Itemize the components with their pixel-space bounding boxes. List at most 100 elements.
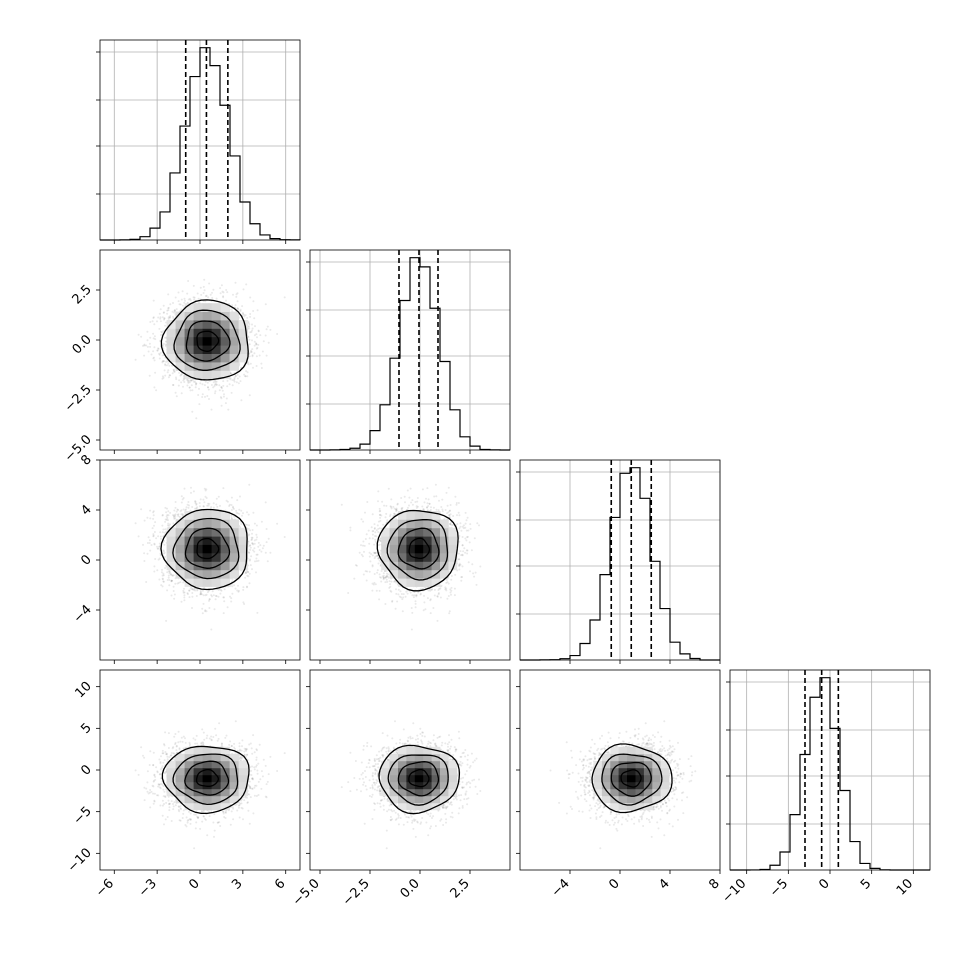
- scatter-point: [190, 379, 193, 382]
- scatter-point: [187, 280, 190, 282]
- scatter-point: [160, 537, 162, 540]
- scatter-point: [210, 594, 213, 597]
- scatter-point: [225, 289, 228, 291]
- scatter-point: [196, 589, 199, 592]
- scatter-point: [146, 339, 149, 342]
- scatter-point: [151, 320, 154, 323]
- scatter-point: [149, 517, 152, 520]
- scatter-point: [241, 311, 244, 314]
- scatter-point: [255, 343, 258, 346]
- scatter-point: [220, 284, 223, 287]
- scatter-point: [257, 545, 260, 548]
- scatter-point: [221, 290, 224, 293]
- scatter-point: [219, 292, 222, 295]
- scatter-point: [194, 589, 197, 592]
- scatter-point: [220, 404, 223, 407]
- scatter-point: [214, 598, 217, 601]
- scatter-point: [183, 381, 186, 383]
- scatter-point: [163, 311, 165, 314]
- scatter-point: [234, 374, 237, 377]
- scatter-point: [238, 375, 241, 378]
- scatter-point: [248, 323, 251, 326]
- scatter-point: [248, 551, 251, 554]
- scatter-point: [148, 542, 151, 544]
- scatter-point: [231, 384, 234, 387]
- scatter-point: [236, 377, 239, 380]
- scatter-point: [173, 597, 176, 600]
- scatter-point: [158, 357, 161, 360]
- scatter-point: [251, 323, 253, 326]
- scatter-point: [173, 309, 176, 311]
- scatter-point: [252, 366, 254, 369]
- scatter-point: [163, 360, 165, 363]
- contour-0-1-2: [173, 309, 241, 371]
- density-cell: [220, 336, 230, 346]
- scatter-point: [182, 379, 185, 382]
- scatter-point: [195, 508, 198, 511]
- scatter-point: [152, 533, 155, 536]
- scatter-point: [207, 388, 210, 391]
- scatter-point: [191, 389, 194, 392]
- scatter-point: [262, 340, 265, 343]
- scatter-point: [199, 590, 202, 593]
- scatter-point: [180, 373, 183, 376]
- scatter-point: [203, 289, 206, 292]
- scatter-point: [255, 560, 258, 563]
- scatter-point: [174, 515, 177, 518]
- scatter-point: [191, 607, 193, 609]
- scatter-point: [189, 299, 192, 302]
- scatter-point: [233, 376, 236, 379]
- scatter-point: [215, 595, 218, 598]
- scatter-point: [202, 292, 205, 294]
- density-cell: [211, 336, 221, 346]
- scatter-point: [250, 350, 253, 353]
- scatter-point: [161, 361, 164, 364]
- scatter-point: [209, 293, 212, 296]
- scatter-point: [230, 496, 233, 499]
- density-cell: [184, 303, 194, 312]
- scatter-point: [148, 374, 151, 377]
- scatter-point: [179, 303, 182, 306]
- scatter-point: [236, 300, 239, 303]
- hist-frame-3: [729, 669, 931, 871]
- scatter-point: [161, 354, 164, 357]
- scatter-point: [164, 363, 167, 366]
- scatter-point: [168, 584, 171, 587]
- scatter-point: [180, 509, 183, 512]
- scatter-point: [203, 384, 206, 387]
- density-cell: [238, 345, 248, 354]
- density-cell: [193, 336, 203, 346]
- scatter-point: [155, 389, 158, 392]
- scatter-point: [222, 296, 225, 299]
- scatter-point: [152, 357, 155, 360]
- scatter-point: [255, 365, 258, 367]
- scatter-point: [225, 299, 227, 302]
- scatter-point: [190, 384, 193, 387]
- scatter-point: [149, 321, 152, 323]
- scatter-point: [161, 316, 164, 319]
- scatter-point: [159, 320, 162, 323]
- scatter-point: [170, 594, 173, 597]
- scatter-point: [252, 511, 255, 514]
- scatter-point: [224, 402, 227, 405]
- scatter-point: [200, 593, 203, 596]
- scatter-point: [175, 376, 177, 379]
- scatter-point: [195, 382, 198, 385]
- scatter-point: [202, 602, 205, 605]
- scatter-point: [187, 380, 190, 383]
- scatter-point: [239, 308, 242, 311]
- scatter-point: [203, 487, 206, 490]
- scatter-point: [181, 498, 184, 501]
- scatter-point: [230, 597, 233, 600]
- scatter-point: [164, 324, 167, 327]
- scatter-point: [161, 331, 163, 334]
- scatter-point: [251, 348, 254, 351]
- scatter-point: [248, 524, 250, 527]
- scatter-point: [255, 347, 258, 350]
- hist-panel-0: [96, 39, 301, 244]
- scatter-point: [166, 309, 169, 312]
- scatter-point: [160, 330, 163, 333]
- scatter-point: [170, 579, 173, 582]
- scatter-point: [217, 589, 220, 591]
- scatter-point: [200, 293, 203, 296]
